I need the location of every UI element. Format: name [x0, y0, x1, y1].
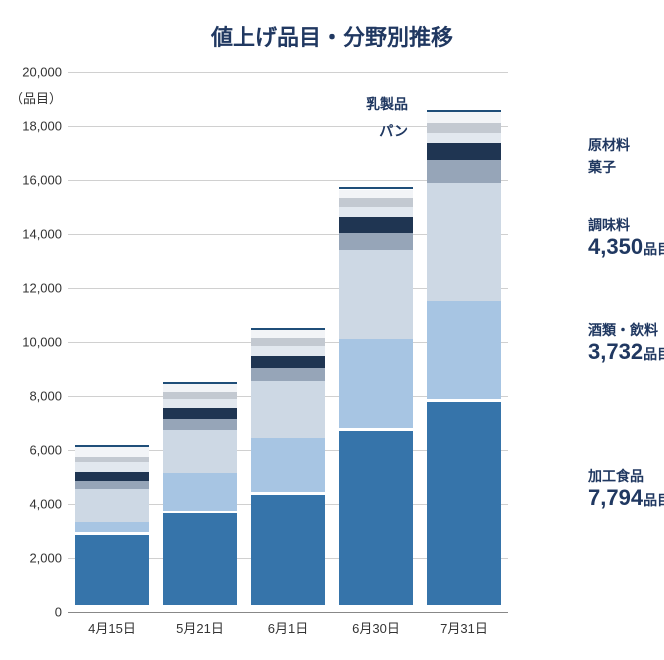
x-tick: 5月21日 [176, 618, 224, 637]
bar-top-border [427, 110, 501, 112]
bar-segment-cap [75, 447, 149, 456]
y-tick: 8,000 [0, 389, 62, 404]
bar-segment-gap1 [251, 605, 325, 612]
bar-segment-processed [339, 431, 413, 605]
annotation: パン [379, 121, 408, 141]
bar-top-border [251, 328, 325, 330]
bar-segment-seasoning [75, 489, 149, 521]
bar-segment-gap1 [163, 605, 237, 612]
bar-segment-seasoning [251, 381, 325, 438]
y-tick: 16,000 [0, 173, 62, 188]
bar-segment-processed [163, 513, 237, 605]
bar-segment-processed [251, 495, 325, 606]
bar-column [339, 190, 413, 612]
bar-segment-cap [339, 190, 413, 198]
bar-segment-ingredients [75, 472, 149, 481]
bar-segment-drinks [339, 339, 413, 428]
bar-segment-ingredients [427, 143, 501, 161]
y-tick: 20,000 [0, 65, 62, 80]
annotation: 乳製品 [366, 94, 408, 114]
bar-column [427, 112, 501, 612]
bar-segment-sweets [163, 419, 237, 430]
bar-segment-dairy [251, 338, 325, 346]
bar-segment-seasoning [339, 250, 413, 339]
chart-container: 値上げ品目・分野別推移 0 2,000 4,000 6,000 8,000 10,000 1… [0, 0, 664, 660]
chart-title: 値上げ品目・分野別推移 [0, 20, 664, 52]
baseline [68, 612, 508, 613]
bar-segment-drinks [251, 438, 325, 492]
bar-segment-bread [75, 462, 149, 471]
y-tick: 18,000 [0, 119, 62, 134]
bar-top-border [75, 445, 149, 447]
annotation: 調味料4,350品目 [588, 215, 664, 259]
bar-segment-processed [75, 535, 149, 605]
y-unit-label: （品目） [0, 88, 62, 107]
bar-segment-sweets [251, 368, 325, 382]
bar-top-border [339, 187, 413, 189]
bar-segment-ingredients [163, 408, 237, 419]
bar-segment-sweets [339, 233, 413, 251]
bar-segment-processed [427, 402, 501, 606]
bar-segment-dairy [163, 392, 237, 399]
x-tick: 6月1日 [268, 618, 308, 637]
bar-segment-gap1 [427, 605, 501, 612]
bar-column [163, 384, 237, 612]
x-tick: 7月31日 [440, 618, 488, 637]
bar-segment-bread [339, 207, 413, 216]
bar-segment-bread [427, 133, 501, 142]
y-tick: 4,000 [0, 497, 62, 512]
bar-segment-ingredients [339, 217, 413, 233]
bar-column [251, 330, 325, 612]
annotation: 菓子 [588, 157, 616, 177]
y-tick: 10,000 [0, 335, 62, 350]
annotation: 原材料 [588, 135, 630, 155]
bar-top-border [163, 382, 237, 384]
x-tick: 6月30日 [352, 618, 400, 637]
bar-segment-cap [163, 384, 237, 392]
bar-segment-bread [163, 399, 237, 408]
bar-segment-gap1 [75, 605, 149, 612]
bar-segment-cap [427, 112, 501, 123]
annotation: 加工食品7,794品目 [588, 466, 664, 510]
x-tick: 4月15日 [88, 618, 136, 637]
y-tick: 6,000 [0, 443, 62, 458]
y-tick: 2,000 [0, 551, 62, 566]
bar-segment-gap1 [339, 605, 413, 612]
bar-column [75, 447, 149, 612]
bar-segment-bread [251, 346, 325, 355]
gridline [68, 72, 508, 73]
bar-segment-sweets [75, 481, 149, 489]
annotation: 酒類・飲料3,732品目 [588, 320, 664, 364]
bar-segment-drinks [163, 473, 237, 511]
bar-segment-drinks [427, 301, 501, 399]
plot-area [68, 72, 508, 612]
bar-segment-cap [251, 330, 325, 338]
bar-segment-sweets [427, 160, 501, 183]
bar-segment-seasoning [427, 183, 501, 300]
bar-segment-seasoning [163, 430, 237, 473]
y-tick: 12,000 [0, 281, 62, 296]
bar-segment-dairy [339, 198, 413, 207]
y-tick: 0 [0, 605, 62, 620]
y-tick: 14,000 [0, 227, 62, 242]
bar-segment-ingredients [251, 356, 325, 368]
bar-segment-drinks [75, 522, 149, 533]
bar-segment-dairy [427, 123, 501, 134]
